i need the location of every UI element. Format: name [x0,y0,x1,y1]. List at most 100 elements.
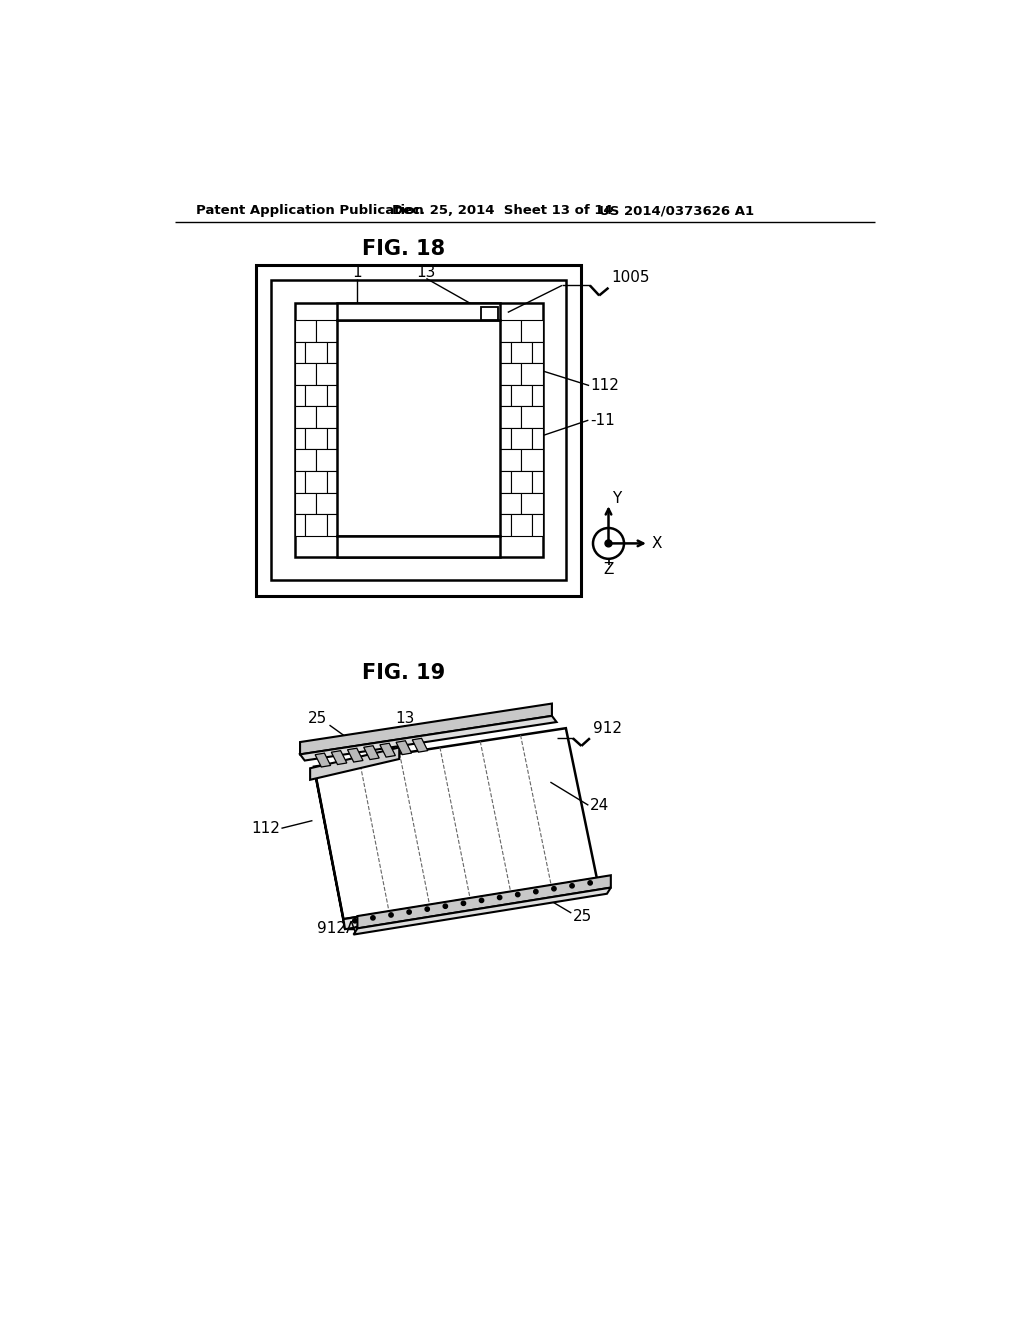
Circle shape [552,887,556,891]
Polygon shape [347,748,362,762]
Text: 13: 13 [417,265,436,280]
Polygon shape [396,741,412,755]
Text: 25: 25 [572,909,592,924]
Bar [295,428,305,449]
Bar [500,407,521,428]
Polygon shape [413,738,428,752]
Circle shape [407,909,412,915]
Text: 112: 112 [591,378,620,393]
Text: Patent Application Publication: Patent Application Publication [197,205,424,218]
Bar [337,321,500,536]
Circle shape [352,919,357,923]
Bar [511,471,532,492]
Bar [327,515,337,536]
Bar [295,515,305,536]
Bar [511,342,532,363]
Circle shape [534,890,538,894]
Bar [316,363,337,385]
Bar [295,385,305,407]
Bar [521,321,543,342]
Bar [271,280,566,581]
Text: 1005: 1005 [611,271,650,285]
Bar [511,385,532,407]
Text: 912A: 912A [317,921,356,936]
Bar [500,449,521,471]
Bar [521,407,543,428]
Bar [305,342,327,363]
Circle shape [443,904,447,908]
Text: X: X [652,536,663,550]
Bar [295,342,305,363]
Bar [295,492,316,513]
Bar [295,471,305,492]
Circle shape [389,913,393,917]
Bar [521,449,543,471]
Bar [305,471,327,492]
Bar [295,449,316,471]
Circle shape [588,880,592,884]
Text: -11: -11 [591,413,615,428]
Text: US 2014/0373626 A1: US 2014/0373626 A1 [599,205,755,218]
Polygon shape [353,887,611,935]
Bar [500,492,521,513]
Text: 25: 25 [307,711,327,726]
Bar [500,471,511,492]
Bar [532,428,543,449]
Bar [295,321,316,342]
Polygon shape [343,878,598,929]
Bar [327,385,337,407]
Bar [511,428,532,449]
Bar [316,449,337,471]
Bar [316,321,337,342]
Text: FIG. 19: FIG. 19 [361,663,444,682]
Text: Z: Z [603,562,613,577]
Polygon shape [357,875,611,928]
Polygon shape [300,715,557,760]
Circle shape [498,895,502,900]
Text: Dec. 25, 2014  Sheet 13 of 14: Dec. 25, 2014 Sheet 13 of 14 [391,205,612,218]
Bar [500,385,511,407]
Circle shape [570,883,574,888]
Bar [532,515,543,536]
Bar [500,363,521,385]
Bar [500,428,511,449]
Bar [511,515,532,536]
Polygon shape [314,729,597,919]
Polygon shape [332,751,347,764]
Bar [316,407,337,428]
Text: 112: 112 [251,821,280,836]
Bar [532,342,543,363]
Bar [532,385,543,407]
Text: Y: Y [611,491,621,507]
Bar [337,536,500,557]
Text: FIG. 18: FIG. 18 [361,239,444,259]
Bar [500,342,511,363]
Bar [295,363,316,385]
Bar [305,385,327,407]
Circle shape [461,902,466,906]
Bar [337,304,500,321]
Polygon shape [380,743,395,758]
Bar [521,363,543,385]
Circle shape [479,898,483,903]
Bar [500,321,521,342]
Circle shape [371,916,375,920]
Text: 1: 1 [352,265,361,280]
Bar [327,471,337,492]
Polygon shape [314,767,345,929]
Bar [305,428,327,449]
Text: 912: 912 [593,721,622,735]
Polygon shape [315,754,331,767]
Bar [327,342,337,363]
Bar [481,308,499,321]
Polygon shape [364,746,379,759]
Bar [500,515,511,536]
Circle shape [605,540,612,546]
Bar [256,264,582,595]
Circle shape [425,907,429,911]
Polygon shape [300,704,552,755]
Circle shape [515,892,520,896]
Bar [295,407,316,428]
Bar [521,492,543,513]
Text: 24: 24 [590,797,609,813]
